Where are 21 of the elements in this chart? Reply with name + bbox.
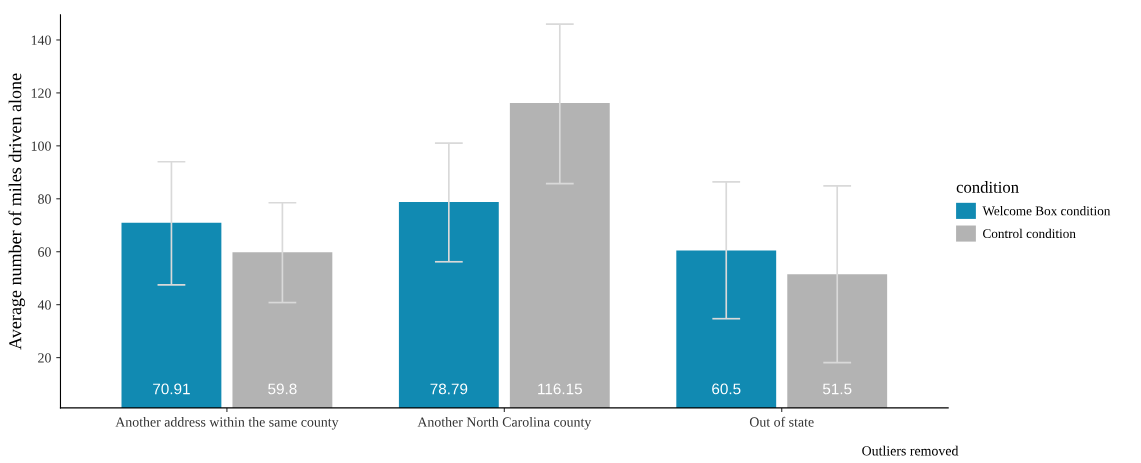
x-tick-label: Out of state bbox=[749, 416, 814, 427]
y-tick-label: 140 bbox=[31, 35, 51, 45]
y-tick-label: 100 bbox=[31, 141, 51, 151]
legend-label: Welcome Box condition bbox=[982, 206, 1111, 216]
legend-label: Control condition bbox=[983, 228, 1076, 239]
data-label: 59.8 bbox=[268, 383, 297, 395]
y-tick-label: 60 bbox=[38, 247, 51, 257]
x-tick-label: Another address within the same county bbox=[115, 416, 339, 430]
y-tick-label: 40 bbox=[37, 300, 51, 310]
y-tick-label: 80 bbox=[38, 194, 51, 204]
legend-title: condition bbox=[956, 181, 1019, 193]
y-tick-label: 20 bbox=[38, 353, 51, 363]
data-label: 60.5 bbox=[712, 383, 741, 395]
data-label: 51.5 bbox=[822, 383, 852, 395]
data-label: 116.15 bbox=[538, 383, 582, 395]
data-label: 78.79 bbox=[430, 383, 468, 395]
data-label: 70.91 bbox=[153, 383, 190, 395]
x-tick-label: Another North Carolina county bbox=[417, 416, 592, 430]
y-tick-label: 120 bbox=[31, 88, 51, 98]
y-axis-title: Average number of miles driven alone bbox=[8, 73, 26, 350]
text: Outliers removed bbox=[862, 445, 959, 456]
